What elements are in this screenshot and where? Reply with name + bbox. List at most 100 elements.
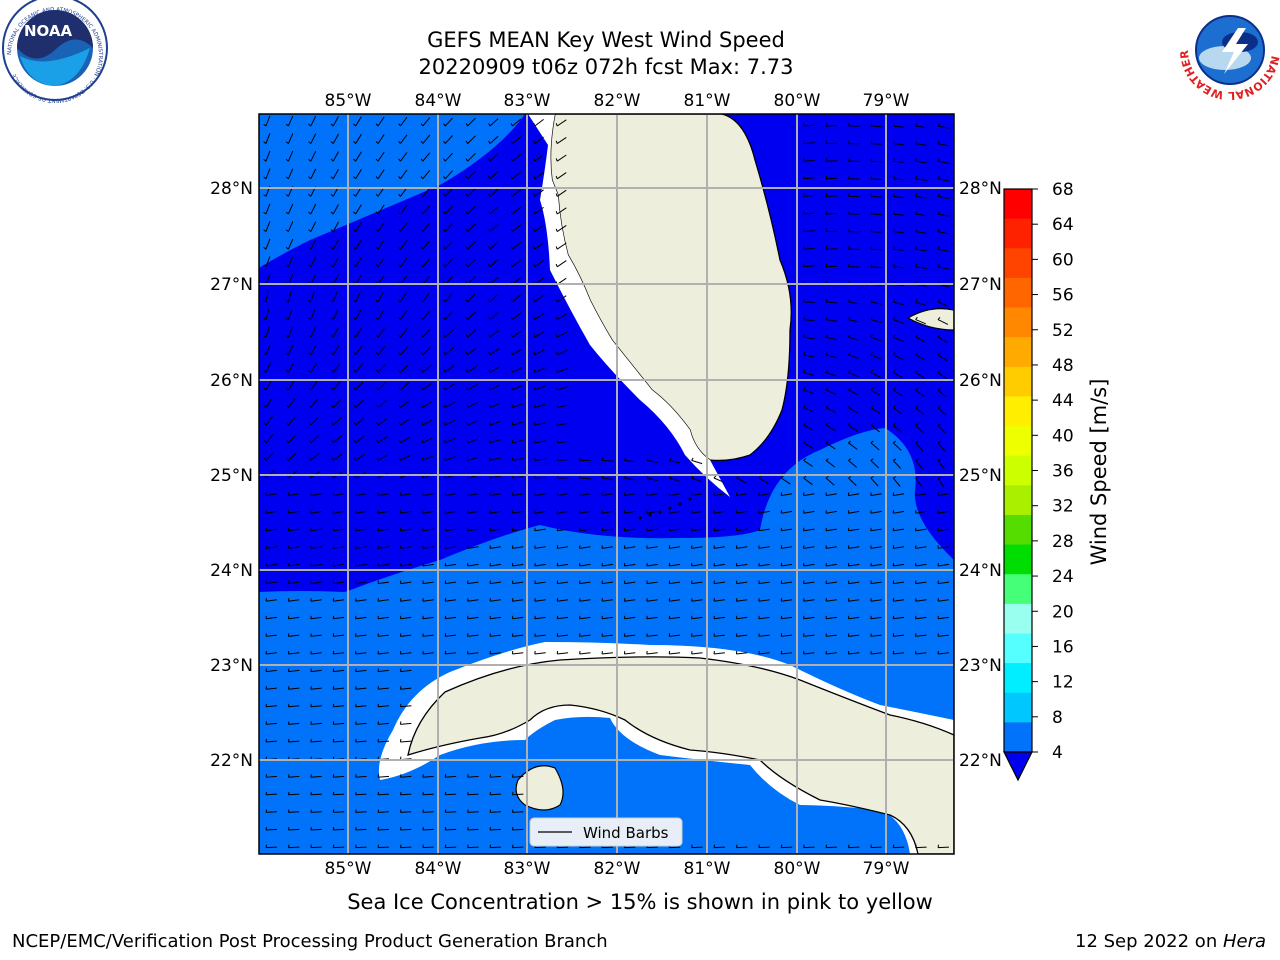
wind-barb <box>511 809 524 813</box>
lon-label: 84°W <box>415 859 462 879</box>
wind-barb <box>421 455 434 461</box>
lat-label: 24°N <box>210 561 253 581</box>
lon-label: 82°W <box>594 859 641 879</box>
wind-barb <box>422 650 434 655</box>
wind-barb <box>937 228 949 235</box>
wind-barb <box>355 615 367 620</box>
wind-barb <box>892 510 905 514</box>
colorbar-cell <box>1004 722 1032 753</box>
wind-barb <box>444 844 457 849</box>
wind-barb <box>511 826 524 831</box>
wind-barb <box>847 492 860 497</box>
wind-barb <box>870 140 882 145</box>
colorbar-cell <box>1004 277 1032 309</box>
wind-barb <box>892 633 905 637</box>
wind-barb <box>353 151 362 162</box>
lat-label: 24°N <box>959 561 1002 581</box>
wind-barb <box>937 492 949 497</box>
wind-barb <box>263 150 271 162</box>
wind-barb <box>422 527 434 532</box>
colorbar-cell <box>1004 218 1032 249</box>
wind-barb <box>870 246 882 251</box>
wind-barb <box>825 299 838 304</box>
wind-barb <box>825 175 838 180</box>
wind-barb <box>332 703 345 708</box>
wind-barb <box>803 122 815 127</box>
wind-barb <box>398 187 408 197</box>
wind-barb <box>444 562 457 567</box>
wind-barb <box>803 422 814 431</box>
colorbar-cell <box>1004 633 1032 664</box>
wind-barb <box>263 416 273 426</box>
wind-barb <box>332 615 345 620</box>
wind-barb <box>308 416 319 426</box>
wind-barb <box>735 615 748 620</box>
wind-barb <box>825 387 837 395</box>
wind-barb <box>825 580 837 585</box>
wind-barb <box>488 241 499 250</box>
wind-barb <box>263 115 271 127</box>
wind-barb <box>735 510 748 514</box>
wind-barb <box>713 650 725 655</box>
wind-barb <box>511 633 524 637</box>
wind-barb <box>420 328 431 338</box>
colorbar-cell <box>1004 514 1032 546</box>
wind-barb <box>308 203 317 215</box>
wind-barb <box>444 510 457 514</box>
wind-barb <box>332 580 345 585</box>
wind-barb <box>398 328 408 338</box>
wind-barb <box>735 598 748 602</box>
wind-barb <box>465 241 476 250</box>
wind-barb <box>870 633 882 637</box>
wind-barb <box>376 454 388 461</box>
wind-barb <box>533 294 544 303</box>
wind-barb <box>399 580 412 585</box>
wind-barb <box>489 527 501 532</box>
wind-barb <box>511 348 523 356</box>
wind-barb <box>398 169 408 180</box>
wind-barb <box>803 562 815 567</box>
wind-barb <box>355 686 367 690</box>
wind-barb <box>420 240 431 250</box>
wind-barb <box>601 457 614 462</box>
wind-barb <box>308 309 316 320</box>
wind-barb <box>691 650 703 655</box>
wind-barb <box>937 476 945 488</box>
wind-barb <box>556 510 569 514</box>
wind-barb <box>892 405 903 415</box>
wind-barb <box>353 221 362 232</box>
wind-barb <box>377 809 390 813</box>
colorbar-cell <box>1004 366 1032 397</box>
wind-barb <box>332 686 345 690</box>
wind-barb <box>870 562 882 567</box>
wind-barb <box>533 242 544 250</box>
colorbar-extend <box>1003 751 1033 782</box>
wind-barb <box>556 598 569 602</box>
wind-barb <box>847 299 860 305</box>
wind-barb <box>735 492 748 497</box>
wind-barb <box>420 257 431 268</box>
wind-barb <box>355 774 367 778</box>
wind-barb <box>915 228 927 234</box>
wind-barb <box>623 457 636 463</box>
wind-barb <box>399 686 412 690</box>
wind-barb <box>377 721 390 725</box>
wind-barb <box>533 312 545 321</box>
wind-barb <box>355 545 367 549</box>
wind-barb <box>803 650 815 655</box>
wind-barb <box>892 492 905 497</box>
wind-barb <box>444 791 457 796</box>
wind-barb <box>422 580 434 585</box>
wind-barb <box>937 633 949 637</box>
wind-barb <box>332 492 345 497</box>
wind-barb <box>287 738 300 743</box>
wind-barb <box>646 562 658 567</box>
wind-barb <box>332 633 345 637</box>
wind-barb <box>780 633 793 637</box>
wind-barb <box>825 122 838 127</box>
wind-barb <box>467 598 479 602</box>
wind-barb <box>556 562 569 567</box>
wind-barb <box>465 329 477 338</box>
wind-barb <box>421 364 432 373</box>
wind-barb <box>825 140 838 145</box>
